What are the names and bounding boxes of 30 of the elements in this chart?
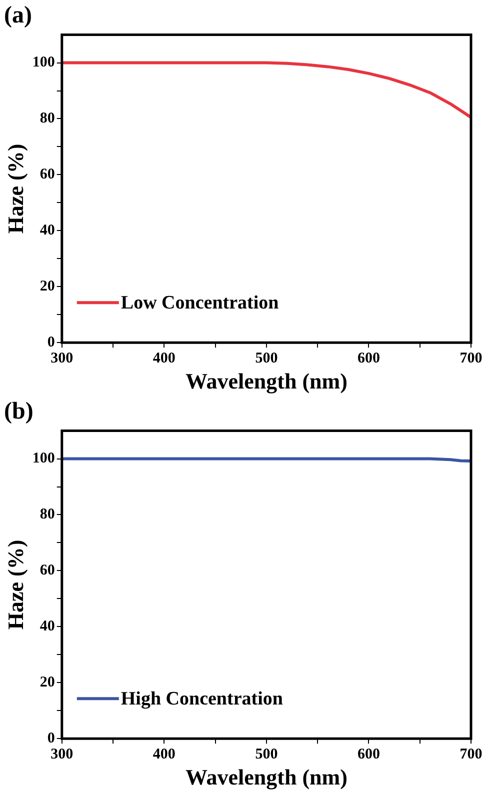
x-tick-label: 400 [152,350,176,366]
x-tick-label: 300 [50,350,74,366]
legend-label: High Concentration [120,688,284,710]
y-tick-label: 100 [32,450,55,467]
x-axis-title: Wavelength (nm) [185,764,348,790]
x-tick-label: 500 [255,746,278,762]
x-tick-label: 700 [460,350,482,366]
x-tick-label: 300 [50,746,74,762]
x-tick-label: 500 [255,350,278,366]
x-tick-label: 600 [357,350,380,366]
x-axis-title: Wavelength (nm) [185,368,348,394]
y-tick-label: 60 [40,166,55,183]
y-tick-label: 0 [47,334,55,350]
chart-title: (b) [4,398,34,425]
legend-label: Low Concentration [120,292,280,314]
x-tick-label: 600 [357,746,380,762]
y-tick-label: 60 [40,562,55,579]
chart-title: (a) [4,2,32,29]
y-tick-label: 0 [47,730,55,746]
y-tick-label: 40 [40,618,55,635]
x-tick-label: 400 [152,746,176,762]
y-tick-label: 80 [40,506,55,523]
y-tick-label: 80 [40,110,55,127]
y-tick-label: 20 [40,278,55,295]
y-tick-label: 20 [40,674,55,691]
x-tick-label: 700 [460,746,482,762]
y-axis-title: Haze (%) [2,540,28,630]
y-axis-title: Haze (%) [2,144,28,234]
y-tick-label: 100 [32,54,55,71]
y-tick-label: 40 [40,222,55,239]
